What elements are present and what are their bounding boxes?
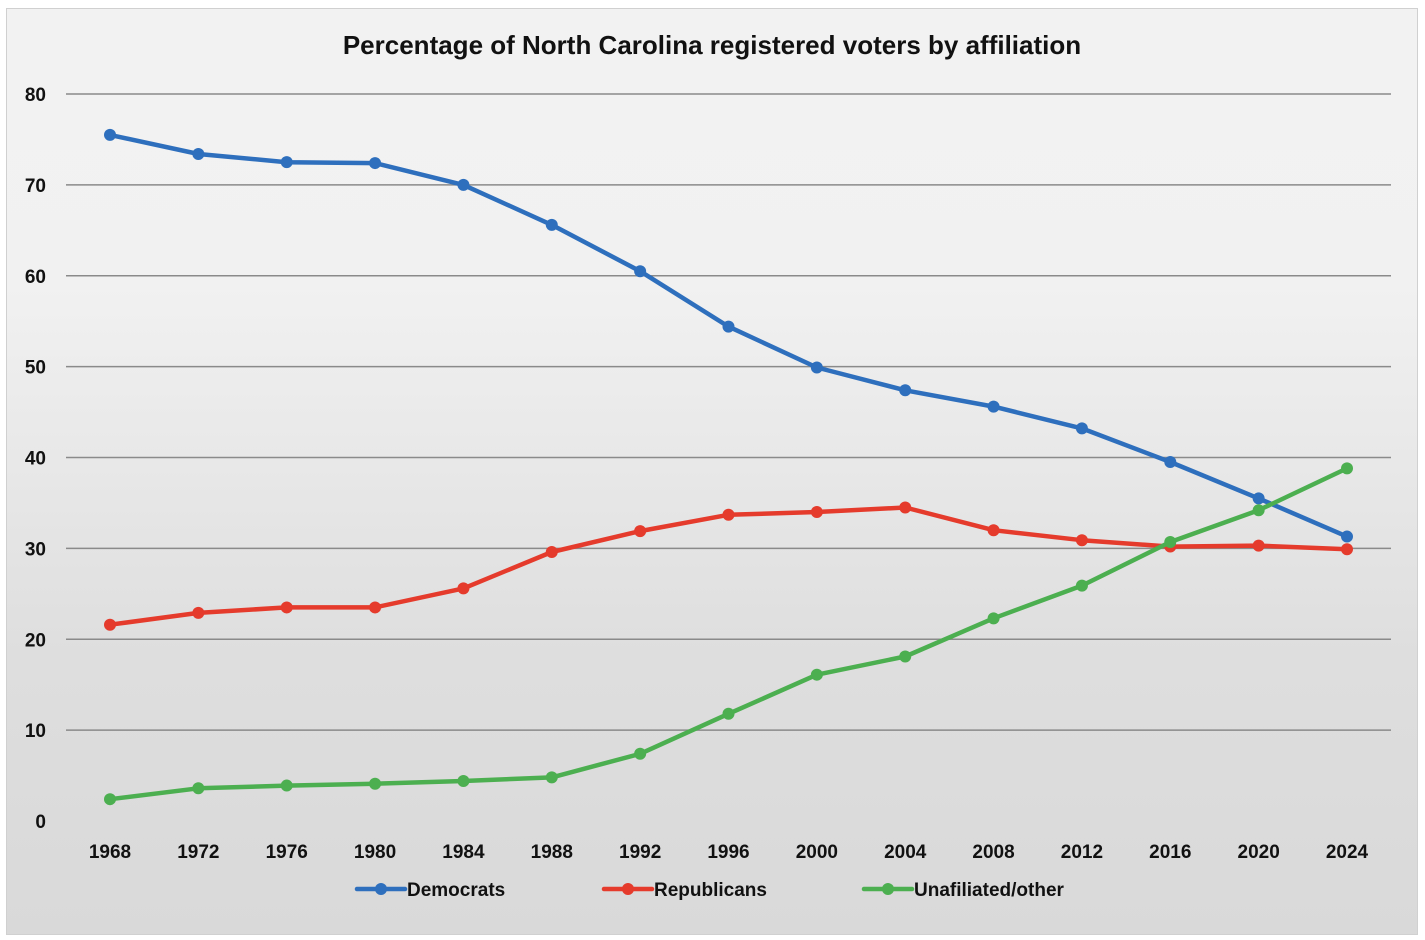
data-point-unafiliated-other <box>634 747 647 760</box>
data-point-republicans <box>987 524 1000 537</box>
data-point-unafiliated-other <box>457 775 470 788</box>
data-point-republicans <box>192 606 205 619</box>
x-tick-label: 1972 <box>177 842 219 863</box>
data-point-unafiliated-other <box>1341 462 1353 475</box>
gridlines <box>66 93 1391 731</box>
x-tick-label: 1976 <box>266 842 308 863</box>
legend-label: Democrats <box>407 880 505 901</box>
legend-marker <box>882 883 894 895</box>
data-point-democrats <box>634 265 647 278</box>
data-point-unafiliated-other <box>545 771 558 784</box>
x-tick-label: 2020 <box>1238 842 1280 863</box>
y-tick-label: 30 <box>25 539 46 560</box>
data-point-democrats <box>1075 422 1088 435</box>
data-point-republicans <box>104 618 116 631</box>
series-democrats <box>104 128 1353 543</box>
chart-title: Percentage of North Carolina registered … <box>343 30 1081 60</box>
y-tick-label: 20 <box>25 630 46 651</box>
data-point-democrats <box>192 147 205 160</box>
data-point-republicans <box>899 501 912 514</box>
data-point-republicans <box>369 601 382 614</box>
data-point-democrats <box>457 178 470 191</box>
data-point-unafiliated-other <box>104 793 116 806</box>
series-republicans <box>104 501 1353 631</box>
data-point-unafiliated-other <box>280 779 293 792</box>
legend-item-republicans: Republicans <box>601 880 767 901</box>
data-point-republicans <box>545 546 558 559</box>
y-axis-ticks: 0 10 20 30 40 50 60 70 80 <box>25 85 46 833</box>
y-tick-label: 40 <box>25 449 46 470</box>
data-point-republicans <box>1341 543 1353 556</box>
data-point-democrats <box>1252 492 1265 505</box>
y-tick-label: 50 <box>25 358 46 379</box>
data-point-democrats <box>1341 530 1353 543</box>
data-point-democrats <box>545 218 558 231</box>
x-tick-label: 2024 <box>1326 842 1369 863</box>
data-point-democrats <box>722 320 735 333</box>
series-unafiliated-other <box>104 462 1353 806</box>
x-tick-label: 2016 <box>1149 842 1191 863</box>
x-tick-label: 2008 <box>972 842 1014 863</box>
data-point-unafiliated-other <box>1164 536 1177 549</box>
data-point-republicans <box>634 525 647 538</box>
data-point-unafiliated-other <box>1252 504 1265 517</box>
data-point-unafiliated-other <box>1075 579 1088 592</box>
y-tick-label: 60 <box>25 267 46 288</box>
data-point-republicans <box>457 582 470 595</box>
legend-marker <box>375 883 387 895</box>
data-point-unafiliated-other <box>987 612 1000 625</box>
x-tick-label: 1968 <box>89 842 131 863</box>
legend-item-democrats: Democrats <box>354 880 505 901</box>
data-point-democrats <box>104 128 116 141</box>
legend-label: Unafiliated/other <box>914 880 1065 901</box>
data-point-democrats <box>369 157 382 170</box>
y-tick-label: 70 <box>25 176 46 197</box>
data-point-republicans <box>280 601 293 614</box>
x-tick-label: 2012 <box>1061 842 1103 863</box>
data-point-democrats <box>987 400 1000 413</box>
series-line-republicans <box>107 505 1350 627</box>
data-point-republicans <box>810 506 823 519</box>
chart-area <box>6 8 1418 935</box>
series-lines <box>104 128 1353 806</box>
data-point-democrats <box>899 384 912 397</box>
legend-marker <box>622 883 634 895</box>
data-point-unafiliated-other <box>722 707 735 720</box>
legend-item-unafiliated-other: Unafiliated/other <box>861 880 1065 901</box>
legend: Democrats Republicans Unafiliated/other <box>354 880 1065 901</box>
y-tick-label: 10 <box>25 721 46 742</box>
x-tick-label: 1988 <box>531 842 573 863</box>
data-point-unafiliated-other <box>192 782 205 795</box>
x-tick-label: 1980 <box>354 842 396 863</box>
x-tick-label: 1984 <box>442 842 485 863</box>
x-tick-label: 1996 <box>707 842 749 863</box>
x-axis-ticks: 1968 1972 1976 1980 1984 1988 1992 1996 2000 2004… <box>89 842 1369 863</box>
legend-label: Republicans <box>654 880 767 901</box>
series-line-democrats <box>107 132 1350 539</box>
data-point-republicans <box>722 508 735 521</box>
data-point-democrats <box>810 361 823 374</box>
data-point-unafiliated-other <box>810 668 823 681</box>
x-tick-label: 2004 <box>884 842 927 863</box>
data-point-democrats <box>1164 456 1177 469</box>
x-tick-label: 2000 <box>796 842 838 863</box>
data-point-republicans <box>1252 539 1265 552</box>
data-point-republicans <box>1075 534 1088 547</box>
x-tick-label: 1992 <box>619 842 661 863</box>
data-point-unafiliated-other <box>899 650 912 663</box>
data-point-democrats <box>280 156 293 169</box>
y-tick-label: 80 <box>25 85 46 106</box>
data-point-unafiliated-other <box>369 777 382 790</box>
y-tick-label: 0 <box>35 812 46 833</box>
